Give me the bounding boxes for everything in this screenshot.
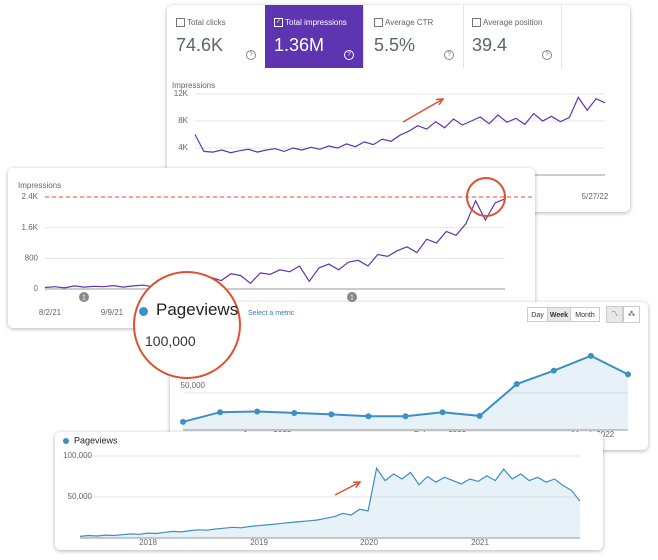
checkbox <box>472 18 481 27</box>
point <box>291 409 298 416</box>
area <box>183 355 628 430</box>
area <box>80 468 580 538</box>
pageviews-chart: 50,000January 2022February 2022March 202… <box>180 352 631 439</box>
x-tick-label: 2021 <box>471 538 489 547</box>
x-tick-label: 2020 <box>360 538 378 547</box>
point <box>328 411 335 418</box>
point <box>254 408 261 415</box>
metric-value: 5.5% <box>374 35 416 55</box>
point <box>180 418 186 425</box>
line <box>44 198 506 289</box>
impressions-chart: Impressions 0 800 1.6K 2.4K 8/2/21 9/9/21 1 1 <box>18 181 535 317</box>
x-tick-label: 2019 <box>250 538 268 547</box>
metric-name: Pageviews <box>156 300 239 319</box>
legend-dot <box>63 438 69 444</box>
select-metric-link[interactable]: Select a metric <box>248 310 295 317</box>
x-tick-label: 5/27/22 <box>582 192 609 201</box>
point <box>439 409 446 416</box>
metric-value: 74.6K <box>176 35 224 55</box>
checkbox <box>374 18 383 27</box>
point <box>587 352 594 359</box>
y-tick-label: 4K <box>178 143 188 152</box>
point <box>402 413 409 420</box>
metric-value: 100,000 <box>145 333 196 349</box>
month-button[interactable]: Month <box>570 307 600 322</box>
y-tick-label: 8K <box>178 116 188 125</box>
line-chart-icon[interactable]: 〽 <box>606 306 623 323</box>
pageviews-history-chart: 50,000 100,000 2018 2019 2020 2021 Pageviews <box>63 435 581 547</box>
y-tick-label: 1.6K <box>22 223 39 232</box>
point <box>550 367 557 374</box>
pageviews-history-card: 50,000 100,000 2018 2019 2020 2021 Pageviews <box>55 432 603 550</box>
x-tick-label: 2018 <box>139 538 157 547</box>
y-tick-label: 50,000 <box>181 381 206 390</box>
y-axis-label: Impressions <box>172 81 215 90</box>
y-tick-label: 12K <box>174 89 189 98</box>
point <box>625 371 631 378</box>
line <box>79 466 581 537</box>
x-tick-label: 8/2/21 <box>39 308 62 317</box>
pageviews-weekly-card: 50,000January 2022February 2022March 202… <box>170 302 648 450</box>
annotation-label: 1 <box>350 294 354 301</box>
help-icon: ? <box>542 50 552 60</box>
annotation-marker <box>347 292 357 302</box>
metric-label: Total clicks <box>187 18 226 27</box>
y-tick-label: 100,000 <box>63 451 92 460</box>
metric-label: Average CTR <box>385 18 434 27</box>
help-icon: ? <box>246 50 256 60</box>
metric-tile[interactable]: Average CTR 5.5%? <box>365 5 464 68</box>
x-tick-label: 9/9/21 <box>101 308 124 317</box>
point <box>513 381 520 388</box>
day-button[interactable]: Day <box>527 307 548 322</box>
help-icon: ? <box>444 50 454 60</box>
checkbox <box>176 18 185 27</box>
y-axis-label: Impressions <box>18 181 61 190</box>
legend-dot <box>139 307 148 316</box>
point <box>476 412 483 419</box>
line <box>194 96 606 154</box>
point <box>365 413 372 420</box>
metric-value: 1.36M <box>274 35 325 55</box>
week-button[interactable]: Week <box>547 307 571 322</box>
metric-label: Average position <box>483 18 543 27</box>
highlight-circle: Pageviews 100,000 <box>133 271 241 379</box>
metric-tile[interactable]: ✓ Total impressions 1.36M? <box>265 5 364 68</box>
motion-chart-icon[interactable]: ⁂ <box>623 306 640 323</box>
point <box>217 409 224 416</box>
annotation-marker <box>79 292 89 302</box>
metric-label: Total impressions <box>285 18 347 27</box>
metric-value: 39.4 <box>472 35 508 55</box>
help-icon: ? <box>344 50 354 60</box>
checkbox: ✓ <box>274 18 283 27</box>
y-tick-label: 2.4K <box>22 192 39 201</box>
metric-tile[interactable]: Average position 39.4? <box>463 5 562 68</box>
y-tick-label: 0 <box>34 284 39 293</box>
y-tick-label: 50,000 <box>68 492 93 501</box>
legend-label: Pageviews <box>74 435 118 445</box>
annotation-label: 1 <box>82 294 86 301</box>
y-tick-label: 800 <box>25 253 39 262</box>
impressions-card: Impressions 0 800 1.6K 2.4K 8/2/21 9/9/21 1 1 <box>8 168 535 328</box>
